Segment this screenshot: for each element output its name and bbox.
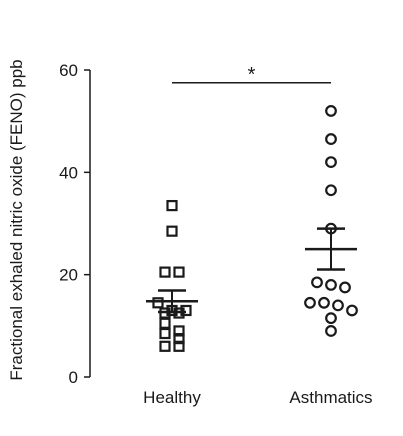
y-tick-label: 0	[69, 368, 78, 387]
data-point-healthy	[159, 327, 171, 340]
data-marks: *	[146, 64, 358, 352]
x-tick-label: Healthy	[143, 388, 201, 407]
data-point-asthmatics	[325, 325, 337, 337]
data-point-asthmatics	[304, 296, 316, 309]
x-tick-label: Asthmatics	[289, 388, 372, 407]
data-point-healthy	[159, 340, 171, 352]
significance-label: *	[248, 64, 256, 86]
y-tick-label: 20	[59, 266, 78, 285]
data-point-healthy	[159, 266, 171, 278]
data-point-asthmatics	[325, 105, 337, 117]
data-point-healthy	[173, 266, 185, 278]
y-tick-label: 60	[59, 61, 78, 80]
data-point-healthy	[166, 225, 178, 237]
data-point-asthmatics	[325, 184, 337, 197]
data-point-asthmatics	[325, 312, 337, 325]
data-point-asthmatics	[332, 299, 344, 312]
data-point-asthmatics	[311, 276, 323, 289]
data-point-asthmatics	[346, 304, 358, 317]
data-point-healthy	[159, 317, 171, 329]
data-point-healthy	[180, 304, 192, 317]
data-point-healthy	[173, 325, 185, 337]
data-point-asthmatics	[325, 279, 337, 291]
data-point-healthy	[152, 297, 164, 309]
y-axis-label: Fractional exhaled nitric oxide (FENO) p…	[7, 59, 26, 380]
data-point-healthy	[173, 340, 185, 352]
data-point-healthy	[166, 199, 178, 212]
data-point-asthmatics	[339, 281, 351, 294]
data-point-healthy	[173, 333, 185, 345]
data-point-asthmatics	[325, 133, 337, 145]
axes: 0 20 40 60 Healthy Asthmatics	[59, 61, 372, 407]
data-point-asthmatics	[318, 296, 330, 309]
y-tick-label: 40	[59, 163, 78, 182]
data-point-asthmatics	[325, 156, 337, 169]
